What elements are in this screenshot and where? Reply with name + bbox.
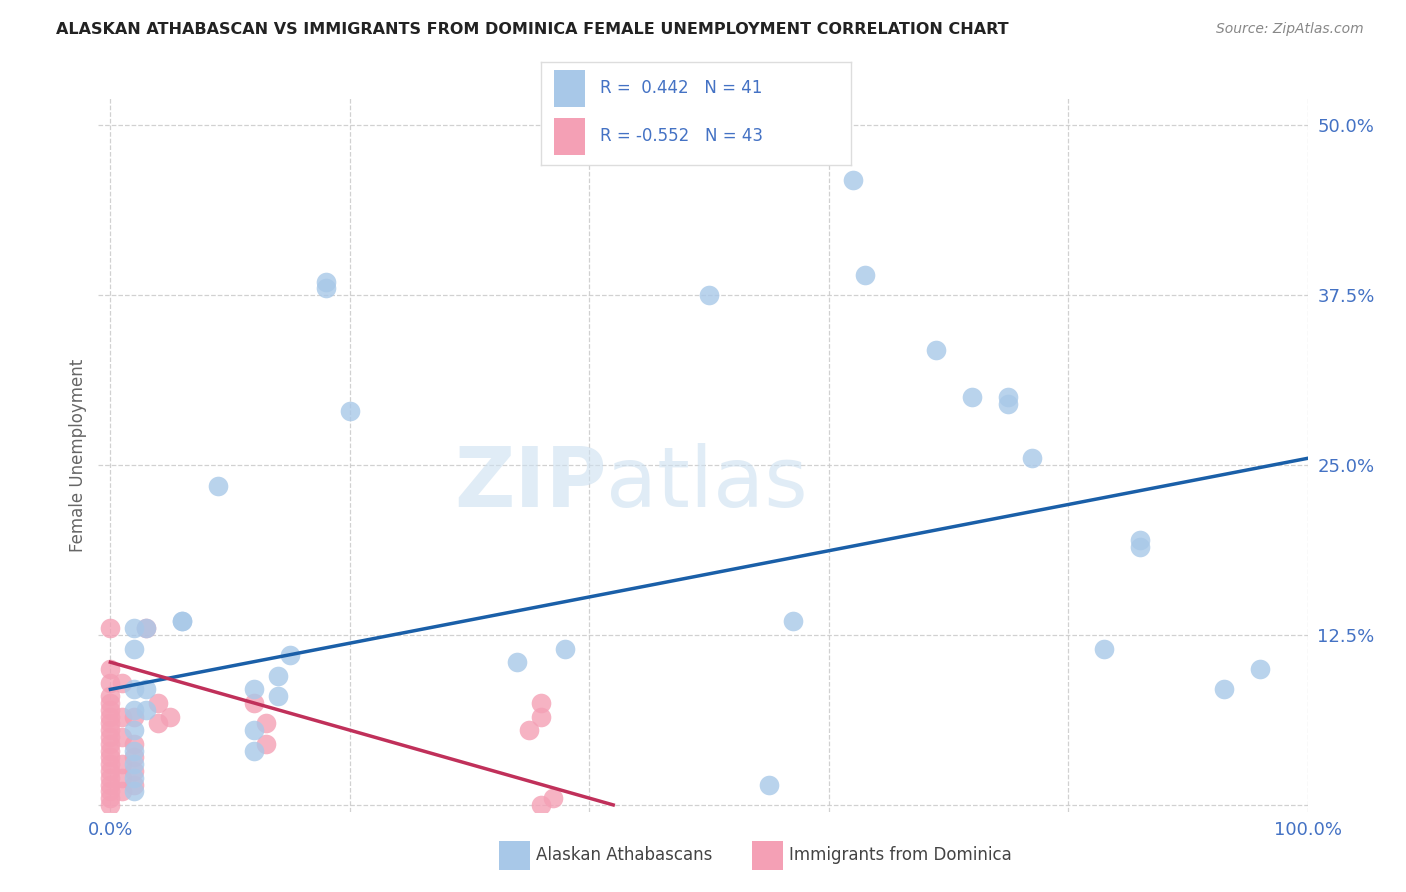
Point [758,778,780,792]
Point [207,478,229,492]
Text: Source: ZipAtlas.com: Source: ZipAtlas.com [1216,22,1364,37]
Point [124,737,146,751]
Point [339,403,361,417]
Point [554,641,576,656]
Point [100,723,122,738]
Point [267,669,290,683]
Point [1129,540,1152,554]
Point [100,771,122,785]
Point [100,778,122,792]
Point [254,737,277,751]
Point [506,655,529,669]
Point [111,730,134,744]
Point [1021,451,1043,466]
Point [315,281,337,295]
Point [100,764,122,778]
Point [243,682,266,697]
Bar [554,70,585,106]
Point [243,696,266,710]
Text: atlas: atlas [606,443,808,524]
Point [100,621,122,635]
Point [124,709,146,723]
Point [100,797,122,812]
Point [124,723,146,738]
Point [254,716,277,731]
Text: Alaskan Athabascans: Alaskan Athabascans [536,847,711,864]
Point [124,641,146,656]
Point [172,615,194,629]
Point [100,757,122,772]
Point [782,615,804,629]
Point [124,771,146,785]
Point [135,703,157,717]
Point [124,764,146,778]
Point [135,621,157,635]
Point [124,743,146,757]
Text: ZIP: ZIP [454,443,606,524]
Point [124,750,146,764]
Text: Immigrants from Dominica: Immigrants from Dominica [789,847,1011,864]
Point [1092,641,1115,656]
Point [853,268,876,282]
Point [172,615,194,629]
Point [1129,533,1152,547]
Point [124,682,146,697]
Point [100,750,122,764]
Point [100,703,122,717]
Y-axis label: Female Unemployment: Female Unemployment [69,359,87,551]
Point [111,784,134,798]
Point [530,797,553,812]
Point [124,778,146,792]
Point [997,397,1019,411]
Point [997,390,1019,404]
Point [530,709,553,723]
Point [124,703,146,717]
Point [697,288,720,302]
Point [135,621,157,635]
Point [1212,682,1234,697]
Point [111,675,134,690]
Point [124,621,146,635]
Point [100,709,122,723]
Point [243,723,266,738]
Point [111,771,134,785]
Point [100,743,122,757]
Point [100,784,122,798]
Point [962,390,984,404]
Point [100,737,122,751]
Text: R =  0.442   N = 41: R = 0.442 N = 41 [600,79,762,97]
Point [148,716,170,731]
Point [159,709,181,723]
Point [124,784,146,798]
Point [243,743,266,757]
Point [100,675,122,690]
Point [148,696,170,710]
Point [519,723,541,738]
Point [135,682,157,697]
Point [111,757,134,772]
Text: ALASKAN ATHABASCAN VS IMMIGRANTS FROM DOMINICA FEMALE UNEMPLOYMENT CORRELATION C: ALASKAN ATHABASCAN VS IMMIGRANTS FROM DO… [56,22,1010,37]
Point [925,343,948,357]
Point [100,716,122,731]
Point [315,275,337,289]
Point [100,689,122,703]
Bar [554,118,585,155]
Point [278,648,301,663]
Point [530,696,553,710]
Point [100,730,122,744]
Point [111,709,134,723]
Point [841,172,863,186]
Point [543,791,565,805]
Text: R = -0.552   N = 43: R = -0.552 N = 43 [600,128,763,145]
Point [124,757,146,772]
Point [267,689,290,703]
Point [100,662,122,676]
Point [100,791,122,805]
Point [1249,662,1271,676]
Point [100,696,122,710]
